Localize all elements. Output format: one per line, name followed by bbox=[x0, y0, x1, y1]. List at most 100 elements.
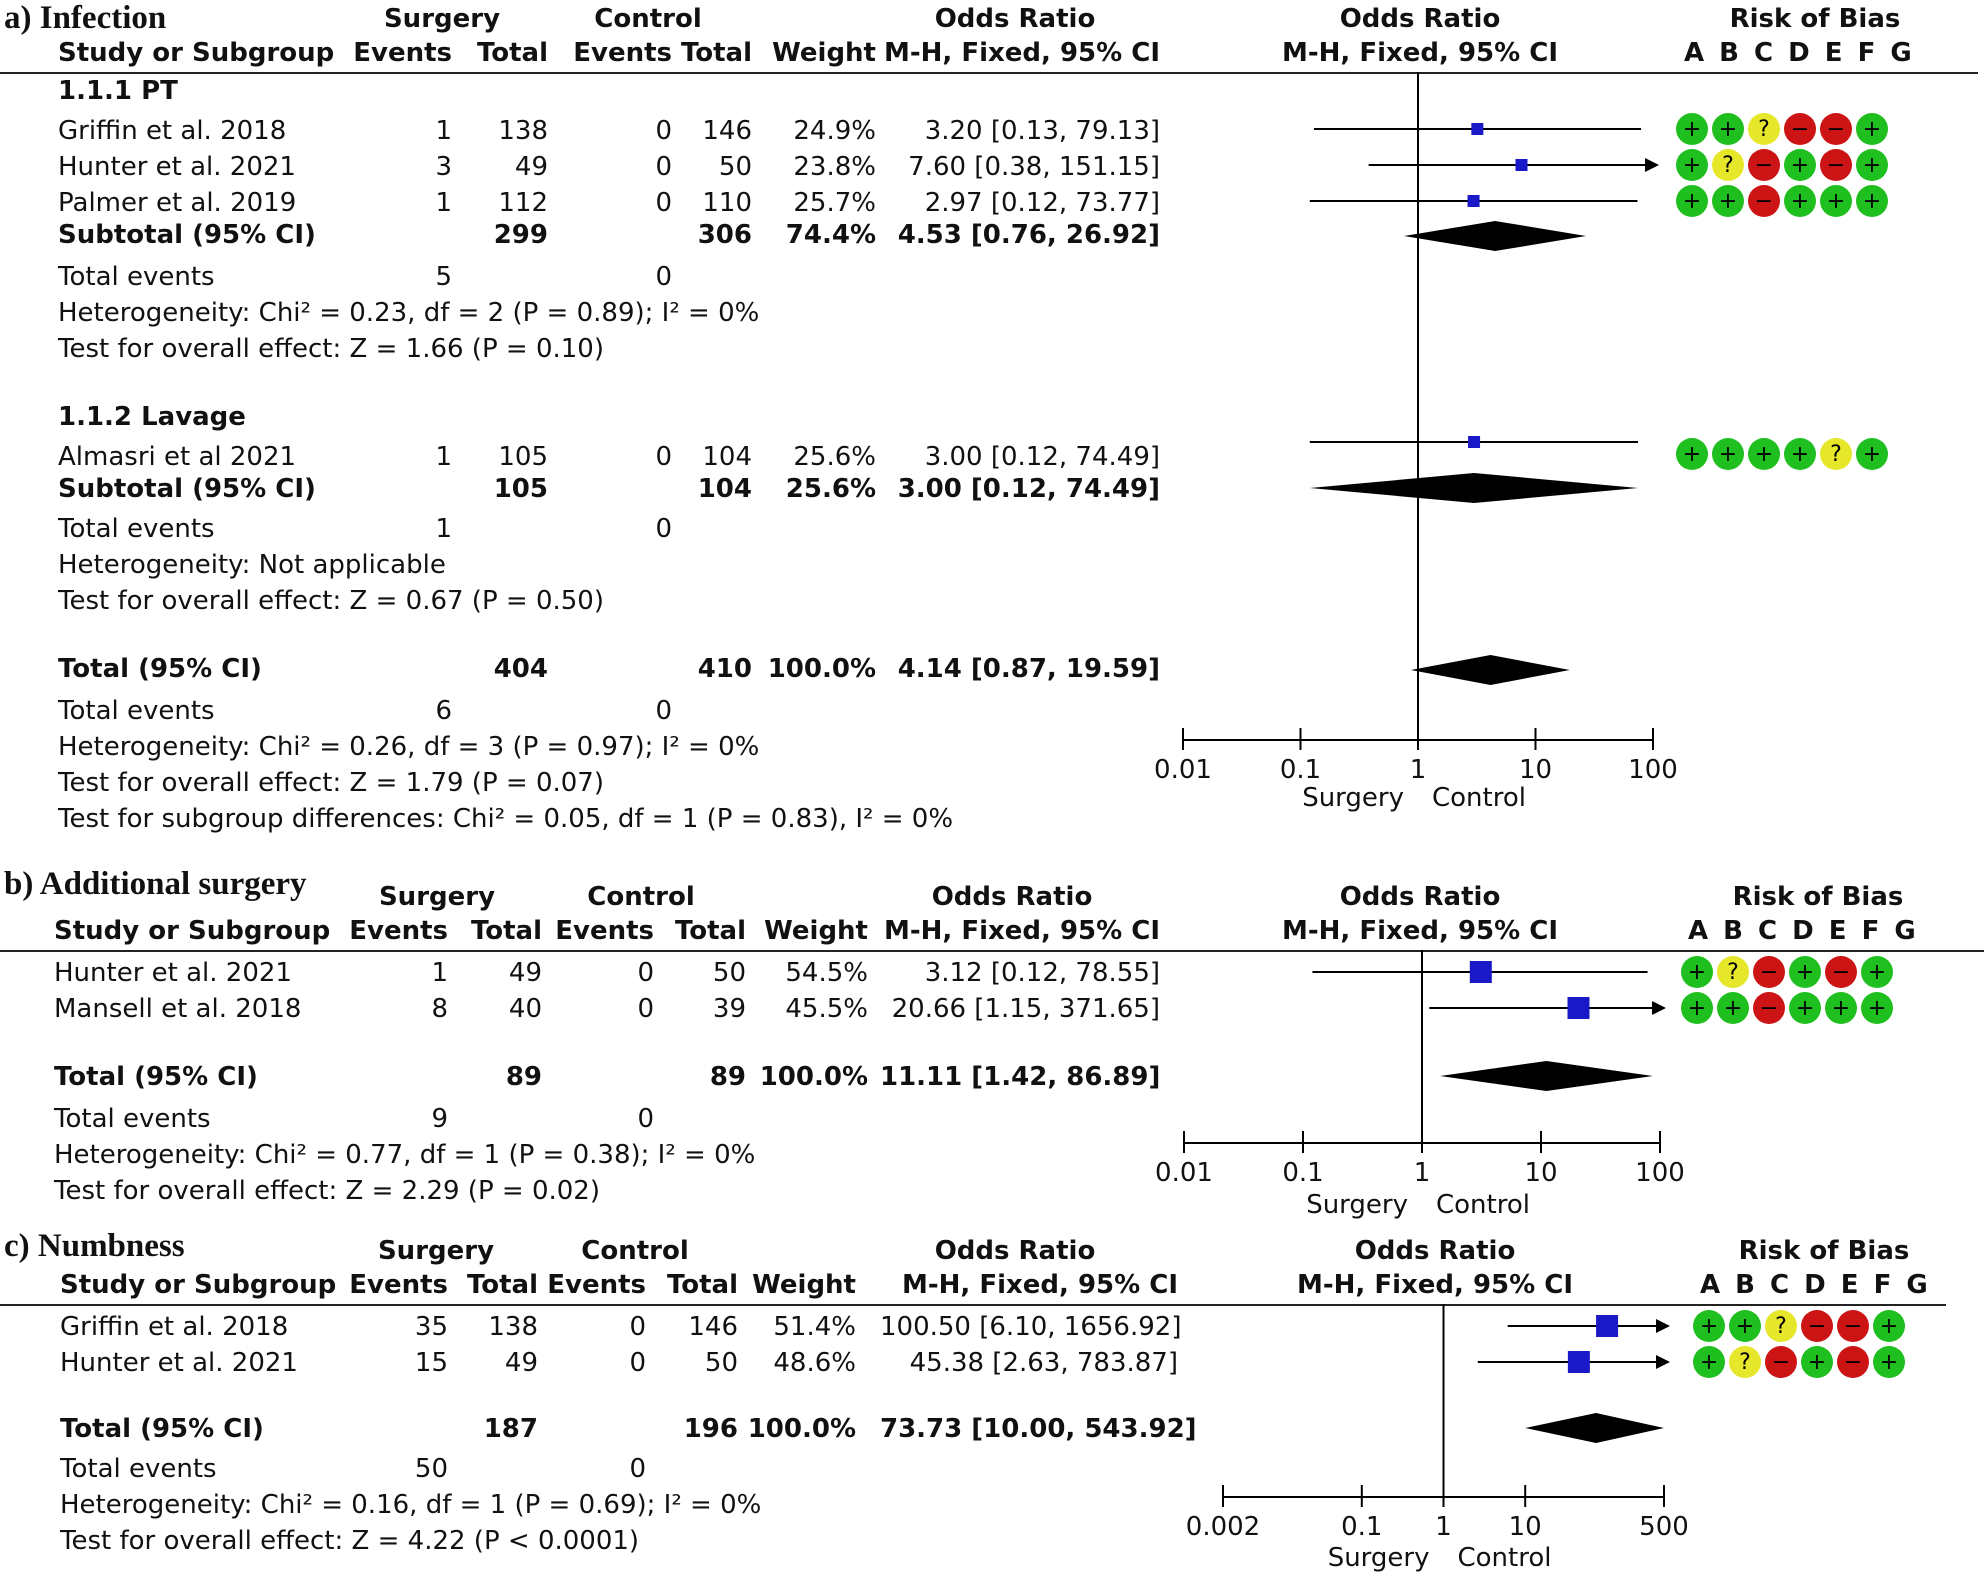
panel-title: c) Numbness bbox=[4, 1228, 185, 1264]
surgery-total: 105 bbox=[498, 442, 548, 472]
rob-symbol: − bbox=[1755, 189, 1773, 214]
rob-symbol: − bbox=[1791, 117, 1809, 142]
total-events-label: Total events bbox=[58, 696, 215, 726]
study-name: Griffin et al. 2018 bbox=[60, 1312, 289, 1342]
rob-symbol: ? bbox=[1775, 1314, 1787, 1339]
tick-label: 100 bbox=[1635, 1158, 1685, 1188]
ci-arrow bbox=[1645, 158, 1659, 172]
rob-circle bbox=[1717, 992, 1749, 1024]
effect-square bbox=[1467, 195, 1480, 207]
weight: 45.5% bbox=[785, 994, 868, 1024]
study-header: Study or Subgroup bbox=[54, 916, 331, 946]
control-events: 0 bbox=[655, 116, 672, 146]
favours-surgery-label: Surgery bbox=[1306, 1190, 1408, 1220]
total-control-total: 89 bbox=[709, 1062, 746, 1092]
total-events-control: 0 bbox=[655, 514, 672, 544]
rob-circle bbox=[1801, 1310, 1833, 1342]
subtotal-surgery-total: 299 bbox=[493, 220, 548, 250]
rob-symbol: + bbox=[1683, 189, 1701, 214]
favours-surgery-label: Surgery bbox=[1302, 783, 1404, 813]
odds-ratio-header: Odds Ratio bbox=[934, 1236, 1096, 1266]
rob-circle bbox=[1856, 438, 1888, 470]
rob-circle bbox=[1748, 185, 1780, 217]
total-ci: 4.14 [0.87, 19.59] bbox=[897, 654, 1160, 684]
effect-square bbox=[1471, 123, 1484, 135]
surgery-events: 1 bbox=[435, 116, 452, 146]
control-header: Control bbox=[581, 1236, 689, 1266]
weight: 51.4% bbox=[773, 1312, 856, 1342]
surgery-total: 138 bbox=[498, 116, 548, 146]
rob-symbol: + bbox=[1868, 960, 1886, 985]
weight: 25.6% bbox=[793, 442, 876, 472]
tick-label: 0.1 bbox=[1341, 1512, 1382, 1542]
odds-ratio-ci: 2.97 [0.12, 73.77] bbox=[924, 188, 1160, 218]
total-header: Total bbox=[674, 916, 746, 946]
rob-symbol: + bbox=[1880, 1350, 1898, 1375]
rob-header: Risk of Bias bbox=[1732, 882, 1904, 912]
effect-square bbox=[1567, 1351, 1590, 1373]
rob-circle bbox=[1789, 956, 1821, 988]
rob-symbol: + bbox=[1688, 960, 1706, 985]
tick-label: 0.01 bbox=[1155, 1158, 1213, 1188]
surgery-header: Surgery bbox=[383, 4, 501, 34]
rob-symbol: + bbox=[1700, 1314, 1718, 1339]
rob-circle bbox=[1861, 956, 1893, 988]
control-events: 0 bbox=[655, 188, 672, 218]
rob-symbol: + bbox=[1863, 189, 1881, 214]
control-total: 146 bbox=[688, 1312, 738, 1342]
total-label: Total (95% CI) bbox=[54, 1062, 258, 1092]
events-header: Events bbox=[349, 916, 448, 946]
rob-symbol: + bbox=[1832, 996, 1850, 1021]
odds-ratio-ci: 20.66 [1.15, 371.65] bbox=[891, 994, 1160, 1024]
total-header: Total bbox=[666, 1270, 738, 1300]
rob-symbol: + bbox=[1683, 153, 1701, 178]
total-events-surgery: 50 bbox=[414, 1454, 448, 1484]
header-rule bbox=[0, 950, 1984, 952]
control-events: 0 bbox=[655, 152, 672, 182]
rob-symbol: + bbox=[1719, 442, 1737, 467]
subtotal-control-total: 104 bbox=[697, 474, 752, 504]
total-events-control: 0 bbox=[655, 696, 672, 726]
subtotal-ci: 3.00 [0.12, 74.49] bbox=[897, 474, 1160, 504]
rob-circle bbox=[1784, 185, 1816, 217]
events-header: Events bbox=[349, 1270, 448, 1300]
rob-circle bbox=[1820, 185, 1852, 217]
rob-header: Risk of Bias bbox=[1729, 4, 1901, 34]
control-events: 0 bbox=[655, 442, 672, 472]
total-header: Total bbox=[476, 38, 548, 68]
tick-label: 1 bbox=[1435, 1512, 1452, 1542]
effect-square bbox=[1515, 159, 1528, 171]
total-events-surgery: 9 bbox=[431, 1104, 448, 1134]
total-weight: 100.0% bbox=[747, 1414, 856, 1444]
effect-square bbox=[1469, 961, 1492, 983]
tick-label: 1 bbox=[1414, 1158, 1431, 1188]
odds-ratio-ci: 45.38 [2.63, 783.87] bbox=[909, 1348, 1178, 1378]
control-total: 110 bbox=[702, 188, 752, 218]
rob-symbol: + bbox=[1827, 189, 1845, 214]
pooled-diamond bbox=[1440, 1061, 1653, 1091]
weight-header: Weight bbox=[772, 38, 876, 68]
tick-label: 0.01 bbox=[1154, 755, 1212, 785]
heterogeneity: Heterogeneity: Chi² = 0.16, df = 1 (P = … bbox=[60, 1490, 762, 1520]
subtotal-weight: 25.6% bbox=[785, 474, 876, 504]
tick-label: 10 bbox=[1519, 755, 1552, 785]
rob-symbol: ? bbox=[1830, 442, 1842, 467]
total-surgery-total: 187 bbox=[483, 1414, 538, 1444]
total-events-label: Total events bbox=[54, 1104, 211, 1134]
surgery-total: 49 bbox=[514, 152, 548, 182]
favours-control-label: Control bbox=[1436, 1190, 1530, 1220]
control-header: Control bbox=[587, 882, 695, 912]
rob-symbol: − bbox=[1832, 960, 1850, 985]
weight: 25.7% bbox=[793, 188, 876, 218]
study-name: Mansell et al. 2018 bbox=[54, 994, 302, 1024]
rob-circle bbox=[1676, 113, 1708, 145]
overall-effect: Test for overall effect: Z = 1.66 (P = 0… bbox=[58, 334, 604, 364]
total-events-control: 0 bbox=[629, 1454, 646, 1484]
panel-title: b) Additional surgery bbox=[4, 866, 307, 902]
control-events: 0 bbox=[637, 994, 654, 1024]
odds-ratio-ci: 3.12 [0.12, 78.55] bbox=[924, 958, 1160, 988]
total-events-label: Total events bbox=[60, 1454, 217, 1484]
rob-circle bbox=[1765, 1310, 1797, 1342]
